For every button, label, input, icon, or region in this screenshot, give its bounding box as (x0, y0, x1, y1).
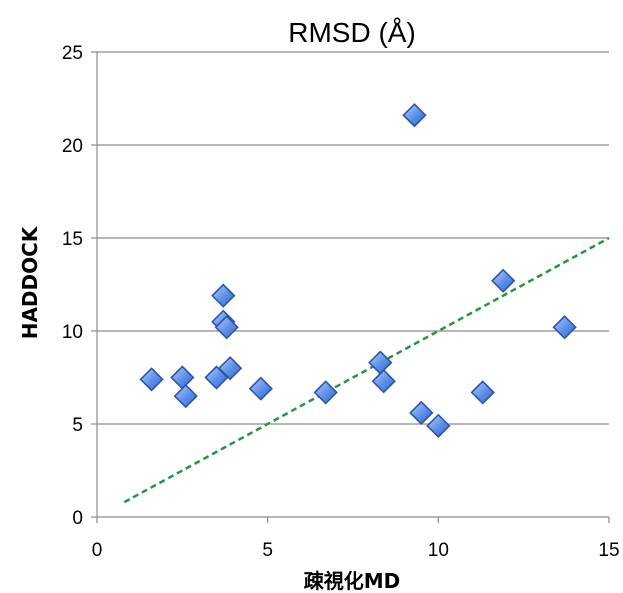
data-point (402, 103, 427, 128)
data-point (409, 400, 434, 425)
x-axis-label: 疎視化MD (304, 569, 401, 593)
data-points (139, 103, 577, 438)
data-point (470, 380, 495, 405)
data-point (552, 315, 577, 340)
y-tick-labels: 0 5 10 15 20 25 (62, 43, 83, 529)
gridlines (97, 51, 609, 425)
y-tick-label: 0 (72, 508, 83, 529)
y-tick-label: 5 (72, 415, 83, 436)
data-point (426, 413, 451, 438)
reference-line-group (123, 236, 610, 504)
reference-line (123, 236, 610, 504)
y-tick-label: 10 (62, 322, 83, 343)
data-point (214, 315, 239, 340)
data-point (491, 268, 516, 293)
data-point (248, 376, 273, 401)
y-tick-label: 15 (62, 229, 83, 250)
data-point (368, 350, 393, 375)
y-tick-label: 20 (62, 136, 83, 157)
x-tick-label: 0 (92, 540, 103, 561)
data-point (170, 365, 195, 390)
chart-title: RMSD (Å) (288, 17, 416, 48)
data-point (173, 383, 198, 409)
data-point (139, 367, 164, 392)
data-point (217, 356, 243, 381)
data-point (211, 283, 236, 308)
y-axis-label: HADDOCK (18, 225, 42, 339)
data-point (313, 380, 338, 405)
data-point (371, 369, 396, 394)
x-tick-label: 5 (262, 540, 273, 561)
x-tick-labels: 0 5 10 15 (92, 540, 620, 561)
axes (91, 51, 610, 523)
x-tick-label: 15 (598, 540, 619, 561)
y-tick-label: 25 (62, 43, 83, 64)
x-tick-label: 10 (428, 540, 449, 561)
